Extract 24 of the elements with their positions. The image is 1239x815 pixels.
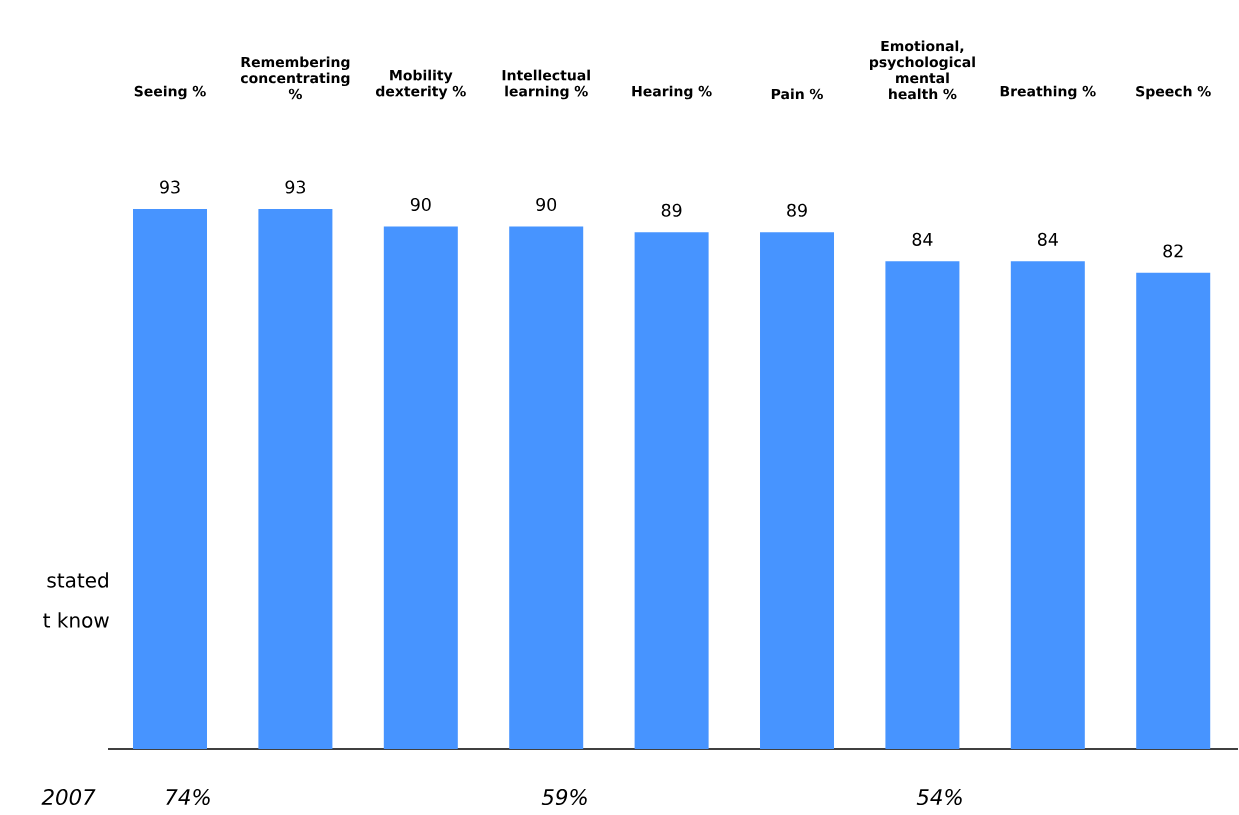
data-label: 93 xyxy=(285,180,306,194)
data-label: 84 xyxy=(912,232,933,246)
text: stated xyxy=(47,572,108,588)
x-tick-label: Hearing % xyxy=(632,85,712,100)
data-label: 82 xyxy=(1163,244,1183,258)
text: 2007 xyxy=(41,788,96,806)
x-tick-label: Seeing % xyxy=(134,85,206,100)
data-label: 93 xyxy=(160,180,180,194)
x-tick-label: Breathing % xyxy=(1000,85,1096,100)
x-tick-label: Emotional, psychological mental health % xyxy=(870,40,975,100)
data-label: 90 xyxy=(410,197,431,212)
data-label: 90 xyxy=(536,197,557,212)
x-tick-label: Speech % xyxy=(1136,85,1211,100)
annotation: t know xyxy=(43,612,109,628)
data-label: 84 xyxy=(1037,232,1058,246)
data-label: 89 xyxy=(661,203,682,217)
text: 74% xyxy=(166,788,210,806)
x-tick-label: Remembering concentrating % xyxy=(240,56,350,100)
x-tick-label: Pain % xyxy=(771,88,823,100)
text: 54% xyxy=(916,788,962,806)
x-tick-label: Mobility dexterity % xyxy=(375,69,466,100)
data-label: 89 xyxy=(787,203,807,217)
text: 59% xyxy=(541,788,587,806)
x-tick-label: Intellectual learning % xyxy=(502,69,590,100)
